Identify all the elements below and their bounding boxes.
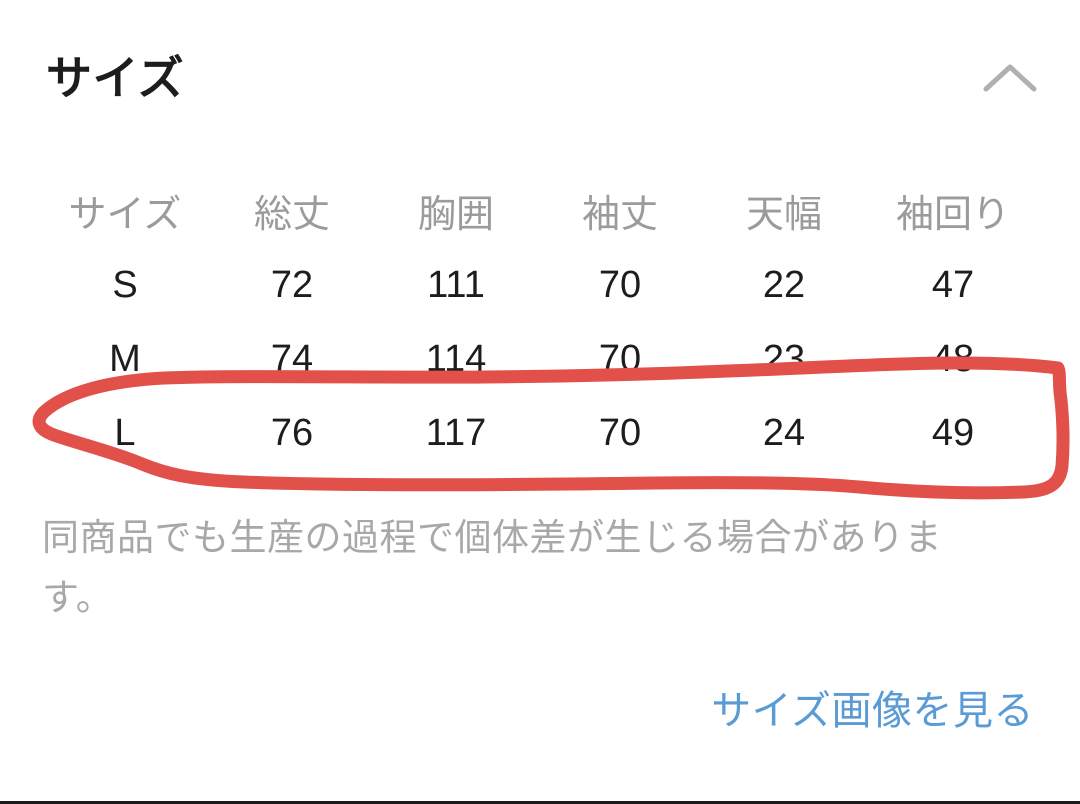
cell-armhole: 47 xyxy=(931,263,975,306)
cell-armhole: 48 xyxy=(931,337,975,380)
cell-length: 72 xyxy=(270,263,314,306)
view-size-image-link[interactable]: サイズ画像を見る xyxy=(711,689,1034,733)
cell-chest: 117 xyxy=(425,411,487,454)
cell-chest: 111 xyxy=(427,263,485,306)
column-header-sleeve: 袖丈 xyxy=(581,193,658,236)
cell-shoulder: 24 xyxy=(762,411,806,454)
chevron-up-icon xyxy=(982,61,1038,95)
cell-shoulder: 22 xyxy=(762,263,806,306)
cell-length: 76 xyxy=(270,411,314,454)
size-note-line-2: す。 xyxy=(42,576,114,618)
cell-chest: 114 xyxy=(425,337,487,380)
cell-shoulder: 23 xyxy=(762,337,806,380)
table-row: S 72 111 70 22 47 xyxy=(40,248,1040,322)
column-header-armhole: 袖回り xyxy=(895,193,1010,236)
footer-link-container: サイズ画像を見る xyxy=(40,678,1034,736)
cell-size: S xyxy=(112,263,138,306)
cell-size: L xyxy=(114,411,136,454)
table-row: L 76 117 70 24 49 xyxy=(40,396,1040,470)
table-header-row: サイズ 総丈 胸囲 袖丈 天幅 袖回り xyxy=(40,172,1040,248)
cell-armhole: 49 xyxy=(931,411,975,454)
table-row: M 74 114 70 23 48 xyxy=(40,322,1040,396)
cell-sleeve: 70 xyxy=(598,337,642,380)
section-header: サイズ xyxy=(46,42,1042,114)
cell-sleeve: 70 xyxy=(598,411,642,454)
size-table: サイズ 総丈 胸囲 袖丈 天幅 袖回り S 72 111 70 22 47 M … xyxy=(40,172,1040,470)
cell-length: 74 xyxy=(270,337,314,380)
cell-size: M xyxy=(109,337,141,380)
column-header-size: サイズ xyxy=(68,193,182,236)
size-note: 同商品でも生産の過程で個体差が生じる場合がありま す。 xyxy=(42,508,1032,628)
column-header-chest: 胸囲 xyxy=(417,193,494,236)
cell-sleeve: 70 xyxy=(598,263,642,306)
page-title: サイズ xyxy=(46,52,185,104)
collapse-section-button[interactable] xyxy=(978,46,1042,110)
column-header-length: 総丈 xyxy=(253,193,330,236)
size-note-line-1: 同商品でも生産の過程で個体差が生じる場合がありま xyxy=(42,517,942,558)
column-header-shoulder: 天幅 xyxy=(745,193,822,236)
